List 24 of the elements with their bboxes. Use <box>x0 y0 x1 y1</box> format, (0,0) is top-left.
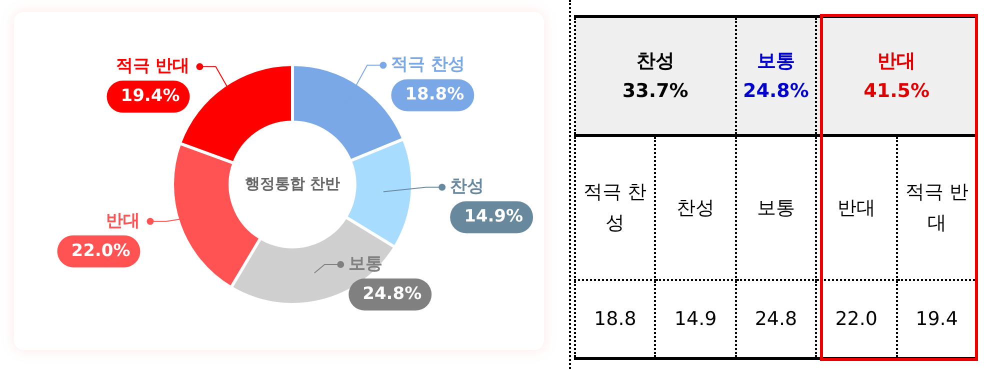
text: 22.0 <box>816 280 897 358</box>
category-label: 적극 반대 <box>905 181 968 234</box>
slice-label: 적극 반대 <box>116 56 190 76</box>
category-label: 보통 <box>756 196 795 219</box>
text: 보통 24.8% <box>742 48 810 104</box>
text: 행정통합 찬반 <box>244 174 340 192</box>
slice-label: 찬성 <box>450 176 484 197</box>
legend-label: 적극 찬성 <box>391 54 466 75</box>
text: 14.9 <box>655 280 736 358</box>
text: 찬성 33.7% <box>621 48 690 104</box>
data-label: 19.4% <box>120 86 180 106</box>
category-label: 찬성 <box>676 196 715 219</box>
slice-label: 보통 <box>348 254 383 274</box>
text: 24.8 <box>736 280 816 358</box>
text: 반대 41.5% <box>862 48 931 104</box>
data-label: 24.8% <box>362 284 422 304</box>
slice-label: 반대 <box>106 210 140 231</box>
data-label: 22.0% <box>71 240 130 261</box>
text: 18.8 <box>575 280 656 358</box>
category-label: 반대 <box>837 196 876 219</box>
data-label: 14.9% <box>464 206 524 227</box>
text: 19.4 <box>896 280 977 358</box>
category-label: 적극 찬성 <box>584 181 647 234</box>
data-label: 18.8% <box>405 84 464 105</box>
